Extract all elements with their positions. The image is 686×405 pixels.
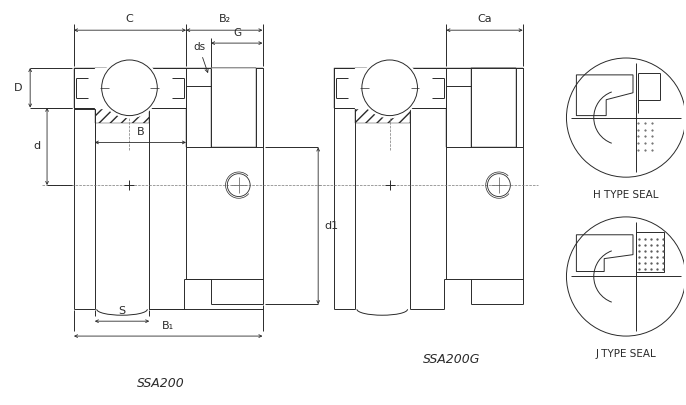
Text: D: D — [14, 83, 22, 93]
Polygon shape — [447, 68, 523, 147]
Polygon shape — [355, 68, 410, 108]
Polygon shape — [471, 68, 516, 147]
Text: B₂: B₂ — [219, 14, 231, 24]
Text: B₁: B₁ — [162, 321, 174, 331]
Polygon shape — [334, 68, 447, 108]
Text: B: B — [137, 128, 144, 137]
Circle shape — [567, 58, 685, 177]
Text: C: C — [126, 14, 133, 24]
Text: SSA200: SSA200 — [137, 377, 185, 390]
Text: SSA200G: SSA200G — [423, 353, 480, 366]
Text: d1: d1 — [324, 221, 338, 231]
Polygon shape — [74, 68, 186, 106]
Polygon shape — [95, 147, 139, 322]
Text: S: S — [119, 306, 126, 316]
Polygon shape — [95, 68, 150, 108]
Polygon shape — [186, 68, 263, 147]
Text: d: d — [33, 141, 40, 151]
Circle shape — [360, 58, 419, 117]
Text: Ca: Ca — [477, 14, 492, 24]
Text: ds: ds — [193, 42, 209, 72]
Text: H TYPE SEAL: H TYPE SEAL — [593, 190, 659, 200]
Text: G: G — [234, 28, 241, 38]
Polygon shape — [74, 68, 186, 108]
Circle shape — [567, 217, 685, 336]
Text: J TYPE SEAL: J TYPE SEAL — [595, 349, 657, 359]
Bar — [636, 232, 664, 271]
Circle shape — [99, 58, 159, 117]
Polygon shape — [211, 68, 256, 147]
